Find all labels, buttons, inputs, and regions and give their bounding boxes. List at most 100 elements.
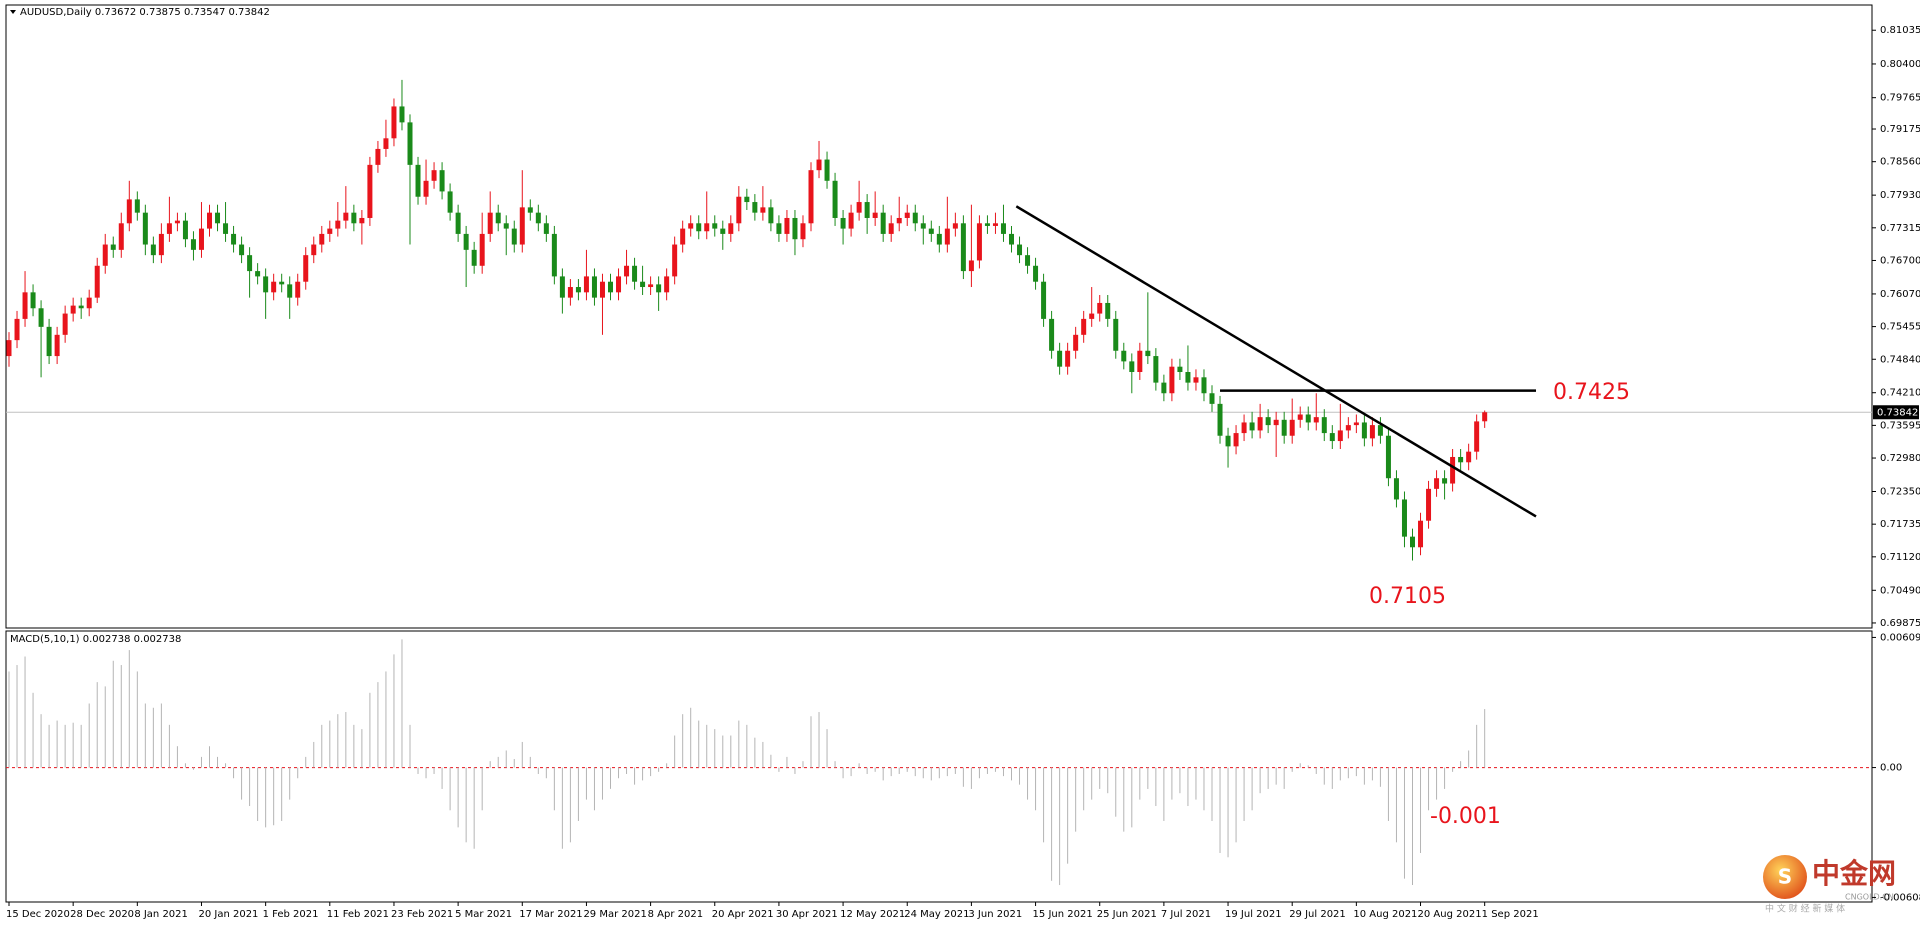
candle-body	[495, 212, 501, 224]
candle-body	[648, 284, 654, 288]
x-tick-label: 8 Apr 2021	[648, 909, 703, 920]
candle-body	[391, 106, 397, 139]
x-tick-label: 1 Sep 2021	[1482, 909, 1539, 920]
candle-body	[46, 326, 52, 357]
x-tick-label: 17 Mar 2021	[519, 909, 582, 920]
candle-body	[271, 281, 277, 293]
candle-body	[591, 276, 597, 298]
candle-body	[952, 223, 958, 229]
candle-body	[303, 255, 309, 282]
y-tick-label: 0.79765	[1880, 93, 1920, 104]
candle-body	[896, 217, 902, 224]
candle-body	[960, 223, 966, 272]
candle-body	[1073, 334, 1079, 351]
candle-body	[1033, 265, 1039, 282]
candle-body	[848, 212, 854, 229]
candle-body	[1377, 425, 1383, 436]
candle-body	[255, 271, 261, 277]
x-tick-label: 28 Dec 2020	[70, 909, 134, 920]
candle-body	[1041, 281, 1047, 319]
candle-body	[311, 244, 317, 256]
candle-body	[1281, 419, 1287, 436]
candle-body	[319, 233, 325, 245]
candle-body	[640, 281, 646, 288]
candle-body	[6, 340, 12, 357]
y-tick-label: 0.77930	[1880, 190, 1920, 201]
x-tick-label: 1 Feb 2021	[263, 909, 319, 920]
candle-body	[279, 281, 285, 285]
candle-body	[487, 212, 493, 234]
candle-body	[664, 276, 670, 293]
x-tick-label: 12 May 2021	[840, 909, 905, 920]
main-panel	[5, 4, 1873, 629]
candle-body	[1450, 456, 1456, 484]
title-arrow	[10, 10, 16, 14]
candle-body	[287, 284, 293, 298]
candle-body	[94, 265, 100, 298]
candle-body	[1025, 255, 1031, 266]
candle-body	[327, 228, 333, 234]
candle-body	[1257, 417, 1263, 431]
candle-body	[479, 233, 485, 266]
candle-body	[583, 276, 589, 293]
candle-body	[1474, 421, 1480, 452]
x-tick-label: 11 Feb 2021	[327, 909, 389, 920]
candle-body	[696, 223, 702, 232]
candle-body	[800, 223, 806, 240]
candle-body	[1145, 350, 1151, 357]
x-tick-label: 29 Jul 2021	[1289, 909, 1346, 920]
y-tick-label: 0.76700	[1880, 255, 1920, 266]
x-tick-label: 24 May 2021	[904, 909, 969, 920]
candle-body	[1089, 313, 1095, 319]
candle-body	[567, 287, 573, 298]
candle-body	[1000, 223, 1006, 234]
candle-body	[1201, 377, 1207, 394]
candle-body	[182, 220, 188, 240]
candle-body	[1121, 350, 1127, 362]
x-tick-label: 23 Feb 2021	[391, 909, 453, 920]
candle-body	[1385, 435, 1391, 479]
candle-body	[1313, 417, 1319, 423]
candle-body	[880, 212, 886, 234]
logo-name: 中金网	[1812, 857, 1896, 890]
candle-body	[856, 202, 862, 213]
candle-body	[720, 228, 726, 234]
candle-body	[150, 244, 156, 256]
candle-body	[1321, 417, 1327, 434]
candle-body	[70, 305, 76, 314]
candle-body	[968, 260, 974, 272]
candle-body	[824, 159, 830, 181]
candle-body	[1225, 435, 1231, 447]
candle-body	[407, 122, 413, 165]
candle-body	[1442, 478, 1448, 484]
logo-icon	[1763, 855, 1807, 899]
candle-body	[223, 223, 229, 234]
candle-body	[912, 212, 918, 224]
y-tick-label: 0.72350	[1880, 487, 1920, 498]
candle-body	[1193, 377, 1199, 383]
y-tick-label: 0.77315	[1880, 223, 1920, 234]
candle-body	[1466, 451, 1472, 463]
candle-body	[511, 228, 517, 245]
candle-body	[110, 244, 116, 250]
candle-body	[1009, 233, 1014, 245]
candle-body	[792, 217, 798, 240]
candle-body	[375, 148, 381, 165]
y-tick-label: 0.76070	[1880, 289, 1920, 300]
candle-body	[62, 313, 68, 335]
candle-body	[744, 196, 750, 203]
candle-body	[190, 239, 196, 250]
candle-body	[1137, 350, 1143, 373]
trend-line	[1015, 205, 1537, 518]
candle-body	[134, 199, 140, 213]
candle-body	[198, 228, 204, 250]
candle-body	[1097, 302, 1103, 314]
candle-body	[992, 223, 998, 226]
candle-body	[431, 170, 437, 181]
candle-body	[1353, 422, 1359, 426]
chart-title: AUDUSD,Daily 0.73672 0.73875 0.73547 0.7…	[20, 7, 270, 18]
candle-body	[1233, 433, 1239, 447]
candle-body	[1209, 393, 1215, 404]
